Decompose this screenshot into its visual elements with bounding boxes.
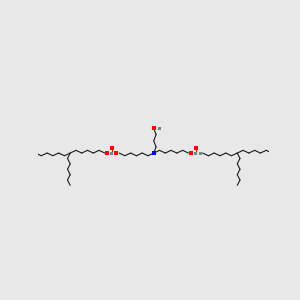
Bar: [158, 127, 161, 130]
Bar: [189, 151, 193, 155]
Bar: [115, 151, 118, 155]
Bar: [194, 152, 197, 154]
Bar: [199, 152, 202, 154]
Bar: [110, 146, 114, 150]
Bar: [105, 151, 109, 155]
Bar: [152, 151, 156, 155]
Bar: [152, 127, 156, 130]
Bar: [110, 152, 113, 154]
Bar: [194, 146, 198, 150]
